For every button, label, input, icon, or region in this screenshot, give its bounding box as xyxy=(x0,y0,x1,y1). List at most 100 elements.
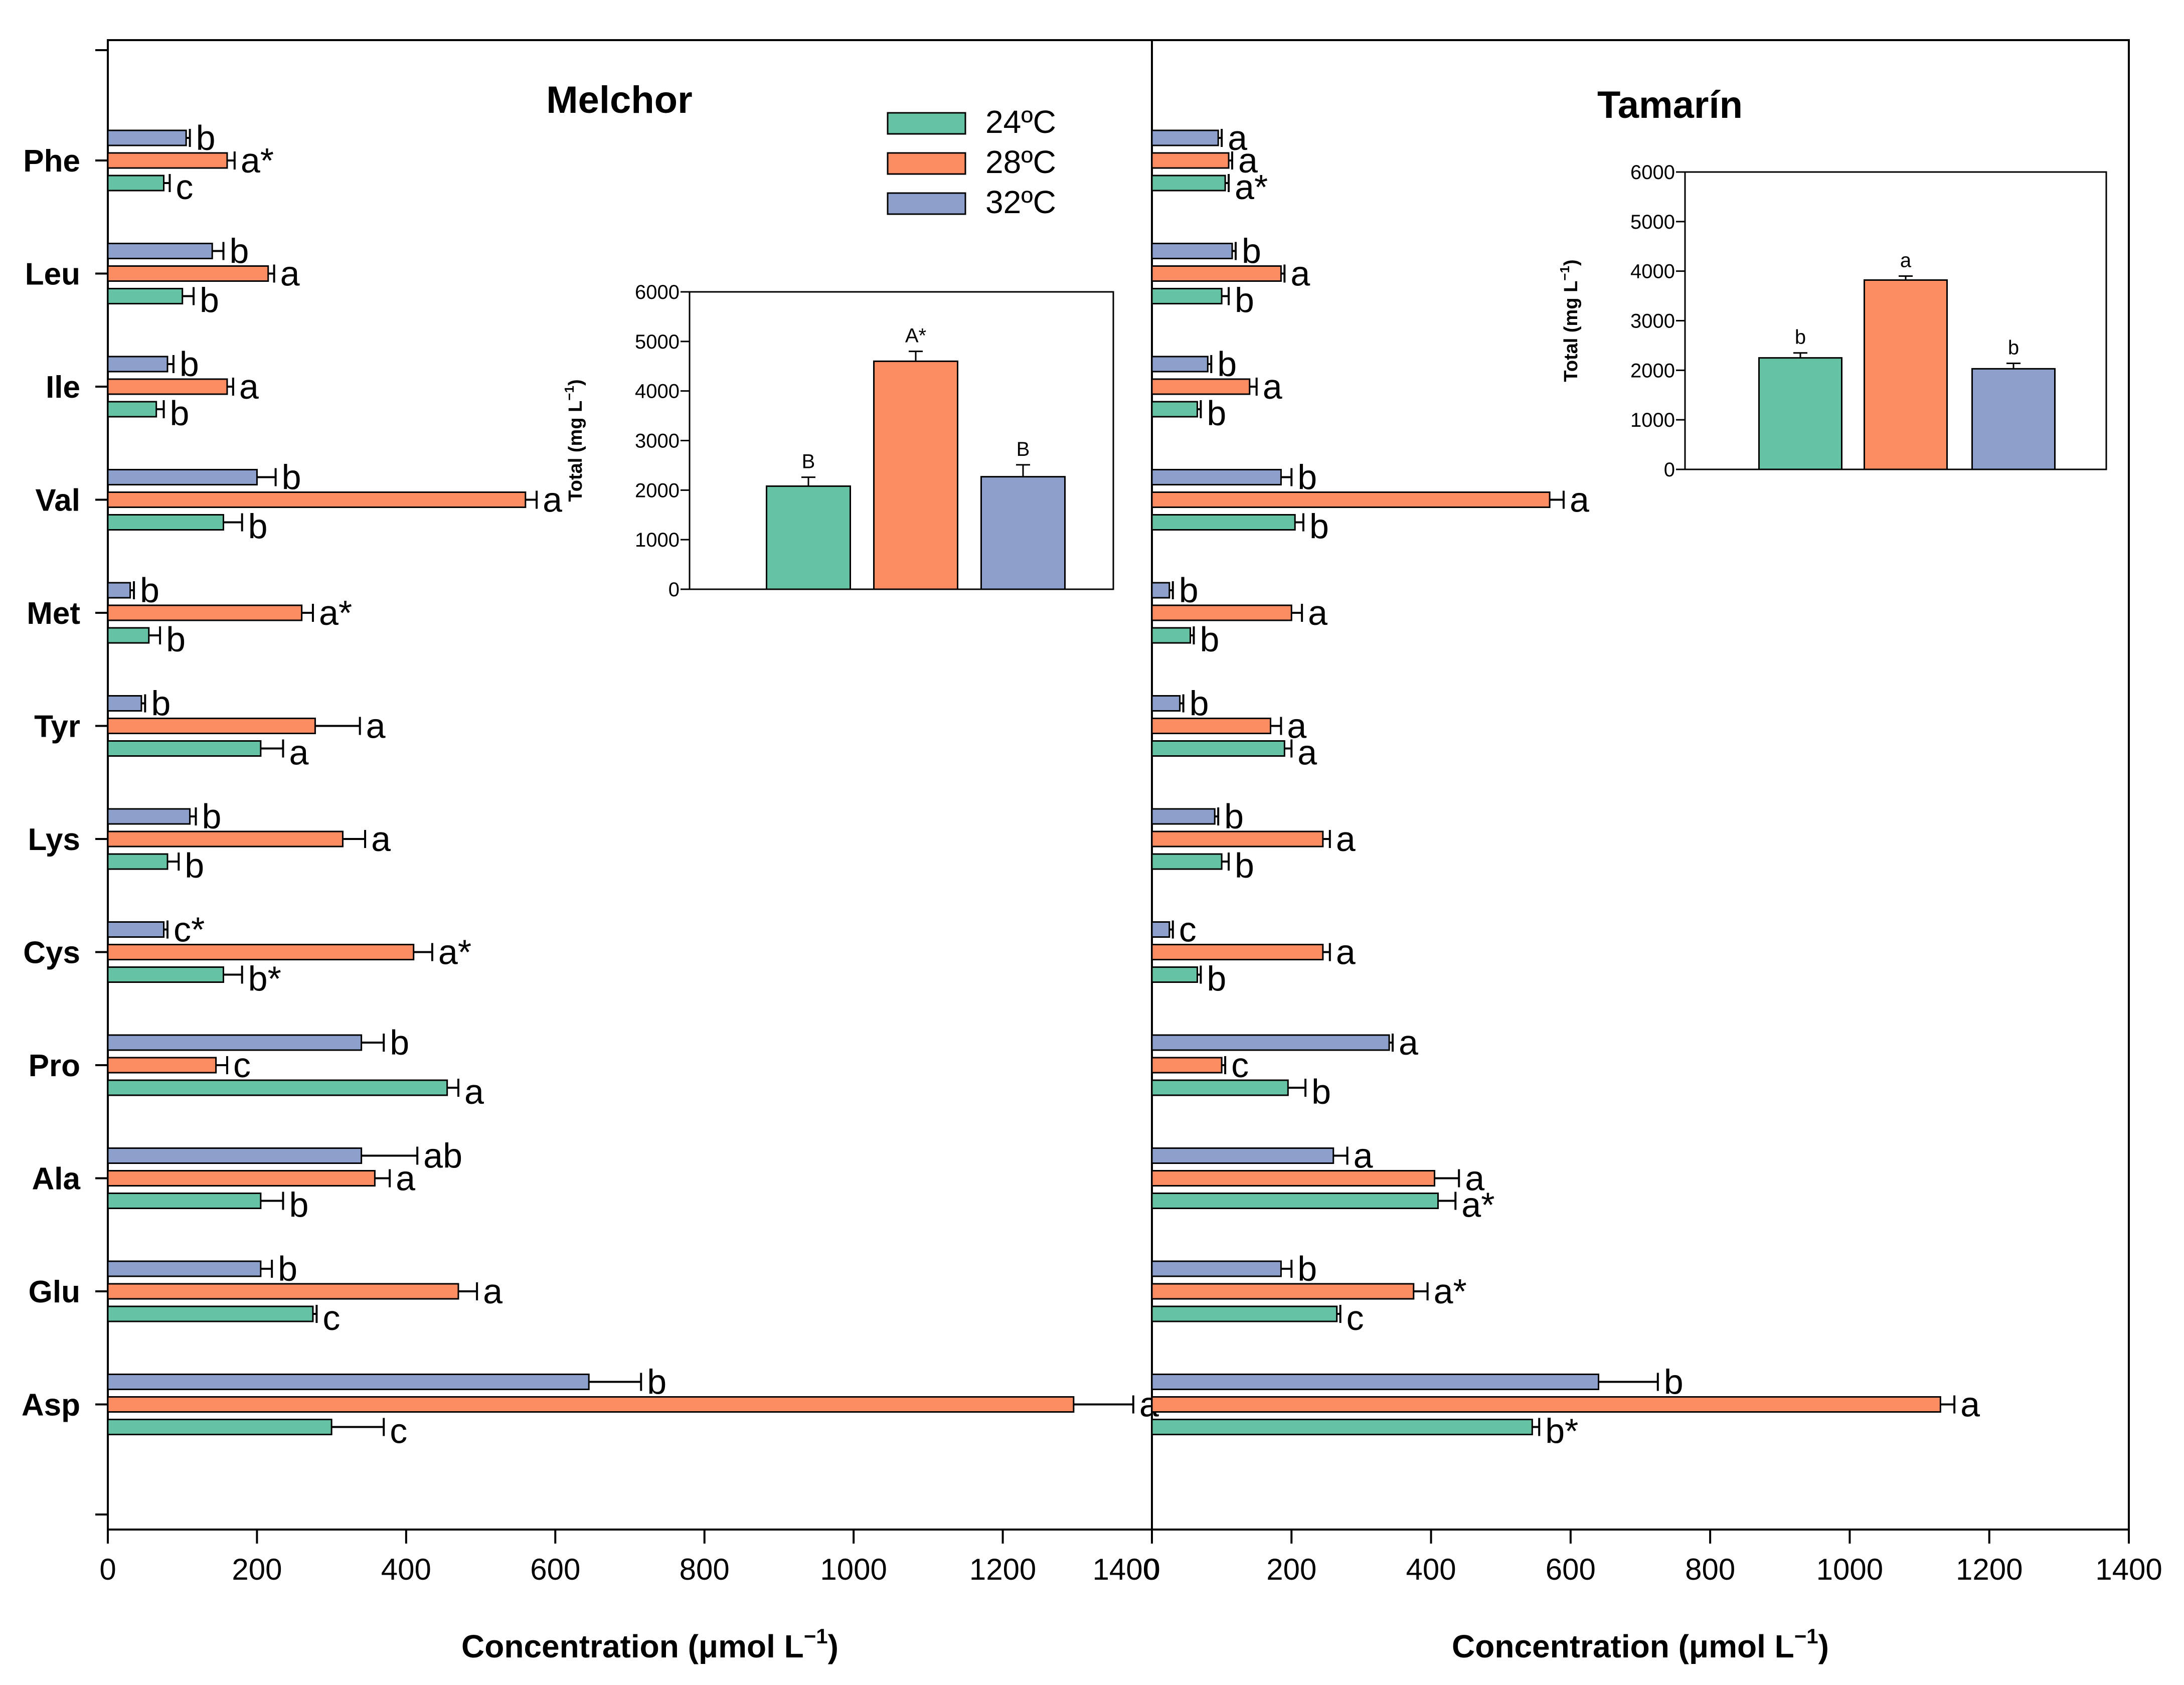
sig-letter-p1-phe-28ºC: a* xyxy=(241,141,274,180)
bar-p1-met-24ºC xyxy=(107,627,150,644)
inset-tick-label-p1-3000: 3000 xyxy=(635,430,680,452)
x-tick-label-p2-800: 800 xyxy=(1685,1553,1735,1586)
inset-sig-letter-p1-1: B xyxy=(802,451,815,473)
sig-letter-p2-leu-24ºC: b xyxy=(1235,281,1254,320)
bar-p1-asp-28ºC xyxy=(107,1396,1075,1413)
bar-p2-leu-32ºC xyxy=(1151,243,1233,259)
x-tick-label-p2-400: 400 xyxy=(1406,1553,1456,1586)
sig-letter-p2-leu-32ºC: b xyxy=(1242,232,1261,271)
sig-letter-p2-asp-24ºC: b* xyxy=(1545,1412,1578,1451)
x-axis-label-exponent: −1 xyxy=(1794,1624,1818,1648)
inset-y-label-suffix: ) xyxy=(1561,259,1582,266)
sig-letter-p1-asp-24ºC: c xyxy=(390,1412,407,1451)
sig-letter-p1-glu-28ºC: a xyxy=(483,1272,502,1311)
x-axis-label-p2: Concentration (μmol L−1) xyxy=(1452,1624,1829,1664)
bar-p2-glu-28ºC xyxy=(1151,1283,1415,1300)
x-axis-label-suffix: ) xyxy=(1818,1628,1829,1664)
sig-letter-p2-met-28ºC: a xyxy=(1308,593,1327,632)
inset-y-label-prefix: Total (mg L xyxy=(1561,281,1582,382)
sig-letter-p1-lys-32ºC: b xyxy=(202,797,221,836)
inset-tick-label-p1-2000: 2000 xyxy=(635,479,680,501)
x-tick-label-p1-1200: 1200 xyxy=(969,1553,1036,1586)
sig-letter-p1-ile-32ºC: b xyxy=(180,345,199,384)
bar-p2-lys-28ºC xyxy=(1151,830,1324,848)
bar-p1-leu-32ºC xyxy=(107,243,213,259)
bar-p2-phe-28ºC xyxy=(1151,152,1230,169)
bar-p1-cys-32ºC xyxy=(107,921,165,938)
sig-letter-p2-glu-24ºC: c xyxy=(1347,1298,1364,1337)
bar-p1-leu-24ºC xyxy=(107,288,184,304)
sig-letter-p2-ala-24ºC: a* xyxy=(1461,1186,1494,1225)
sig-letter-p2-glu-28ºC: a* xyxy=(1434,1272,1467,1311)
sig-letter-p1-leu-32ºC: b xyxy=(230,232,249,271)
panel-title-1: Melchor xyxy=(546,79,692,121)
sig-letter-p1-val-24ºC: b xyxy=(248,507,268,546)
bar-p2-met-32ºC xyxy=(1151,582,1170,599)
sig-letter-p2-lys-24ºC: b xyxy=(1235,846,1254,885)
inset-tick-label-p2-6000: 6000 xyxy=(1630,161,1675,184)
bar-p1-val-24ºC xyxy=(107,514,225,531)
bar-p2-val-32ºC xyxy=(1151,469,1282,485)
sig-letter-p1-glu-24ºC: c xyxy=(322,1298,340,1337)
inset-sig-letter-p1-2: A* xyxy=(905,325,926,347)
x-axis-label-prefix: Concentration ( xyxy=(1452,1628,1690,1664)
bar-p2-ala-28ºC xyxy=(1151,1170,1436,1187)
bar-p2-cys-32ºC xyxy=(1151,921,1170,938)
inset-y-label-2: Total (mg L−1) xyxy=(1557,259,1582,382)
bar-p1-cys-24ºC xyxy=(107,966,225,983)
bar-p1-lys-24ºC xyxy=(107,853,169,870)
bar-p1-lys-28ºC xyxy=(107,830,344,848)
x-tick-label-p1-600: 600 xyxy=(530,1553,580,1586)
sig-letter-p1-cys-32ºC: c* xyxy=(174,910,205,949)
inset-y-label-suffix: ) xyxy=(565,379,586,386)
category-label-cys: Cys xyxy=(23,936,80,970)
sig-letter-p2-leu-28ºC: a xyxy=(1290,254,1310,293)
bar-p2-tyr-24ºC xyxy=(1151,740,1285,757)
sig-letter-p1-ile-28ºC: a xyxy=(239,367,259,406)
bar-p1-asp-24ºC xyxy=(107,1419,332,1435)
category-label-lys: Lys xyxy=(28,822,80,857)
sig-letter-p1-ala-28ºC: a xyxy=(396,1159,415,1198)
x-tick-label-p2-1000: 1000 xyxy=(1816,1553,1883,1586)
category-label-ile: Ile xyxy=(46,370,80,405)
category-label-met: Met xyxy=(27,596,80,631)
x-tick-label-p1-1000: 1000 xyxy=(820,1553,887,1586)
inset-y-label-exponent: −1 xyxy=(562,386,577,401)
bar-p2-pro-24ºC xyxy=(1151,1079,1289,1096)
inset-sig-letter-p2-2: a xyxy=(1900,250,1912,272)
sig-letter-p2-cys-24ºC: b xyxy=(1207,959,1226,998)
legend-swatch-1 xyxy=(887,112,966,135)
sig-letter-p2-lys-32ºC: b xyxy=(1224,797,1244,836)
bar-p2-asp-32ºC xyxy=(1151,1374,1600,1390)
sig-letter-p1-met-32ºC: b xyxy=(140,571,159,610)
bar-p1-ile-28ºC xyxy=(107,378,228,395)
bar-p2-pro-28ºC xyxy=(1151,1057,1223,1074)
bar-p2-cys-28ºC xyxy=(1151,944,1324,960)
bar-p1-leu-28ºC xyxy=(107,265,269,282)
x-tick-label-p1-400: 400 xyxy=(381,1553,431,1586)
sig-letter-p2-phe-32ºC: a xyxy=(1228,118,1247,157)
sig-letter-p1-pro-32ºC: b xyxy=(390,1023,409,1062)
sig-letter-p2-tyr-28ºC: a xyxy=(1287,707,1306,746)
bar-p1-pro-24ºC xyxy=(107,1079,448,1096)
inset-tick-label-p1-5000: 5000 xyxy=(635,331,680,353)
sig-letter-p2-phe-24ºC: a* xyxy=(1235,167,1268,207)
bar-p2-tyr-32ºC xyxy=(1151,695,1181,712)
sig-letter-p1-lys-24ºC: b xyxy=(185,846,204,885)
sig-letter-p1-tyr-28ºC: a xyxy=(366,707,386,746)
bar-p2-ile-24ºC xyxy=(1151,401,1198,418)
sig-letter-p1-pro-24ºC: a xyxy=(464,1072,484,1111)
sig-letter-p2-pro-32ºC: a xyxy=(1399,1023,1418,1062)
bar-p2-cys-24ºC xyxy=(1151,966,1198,983)
category-label-ala: Ala xyxy=(32,1162,81,1197)
inset-tick-label-p1-4000: 4000 xyxy=(635,381,680,403)
x-tick-label-p2-0: 0 xyxy=(1143,1553,1160,1586)
bar-p1-asp-32ºC xyxy=(107,1374,590,1390)
bar-p1-glu-24ºC xyxy=(107,1305,314,1322)
inset-sig-letter-p2-3: b xyxy=(2008,336,2019,359)
sig-letter-p2-val-24ºC: b xyxy=(1309,507,1329,546)
x-tick-label-p2-1200: 1200 xyxy=(1956,1553,2023,1586)
legend-swatch-2 xyxy=(887,152,966,175)
inset-tick-label-p1-1000: 1000 xyxy=(635,529,680,551)
bar-p2-leu-28ºC xyxy=(1151,265,1282,282)
